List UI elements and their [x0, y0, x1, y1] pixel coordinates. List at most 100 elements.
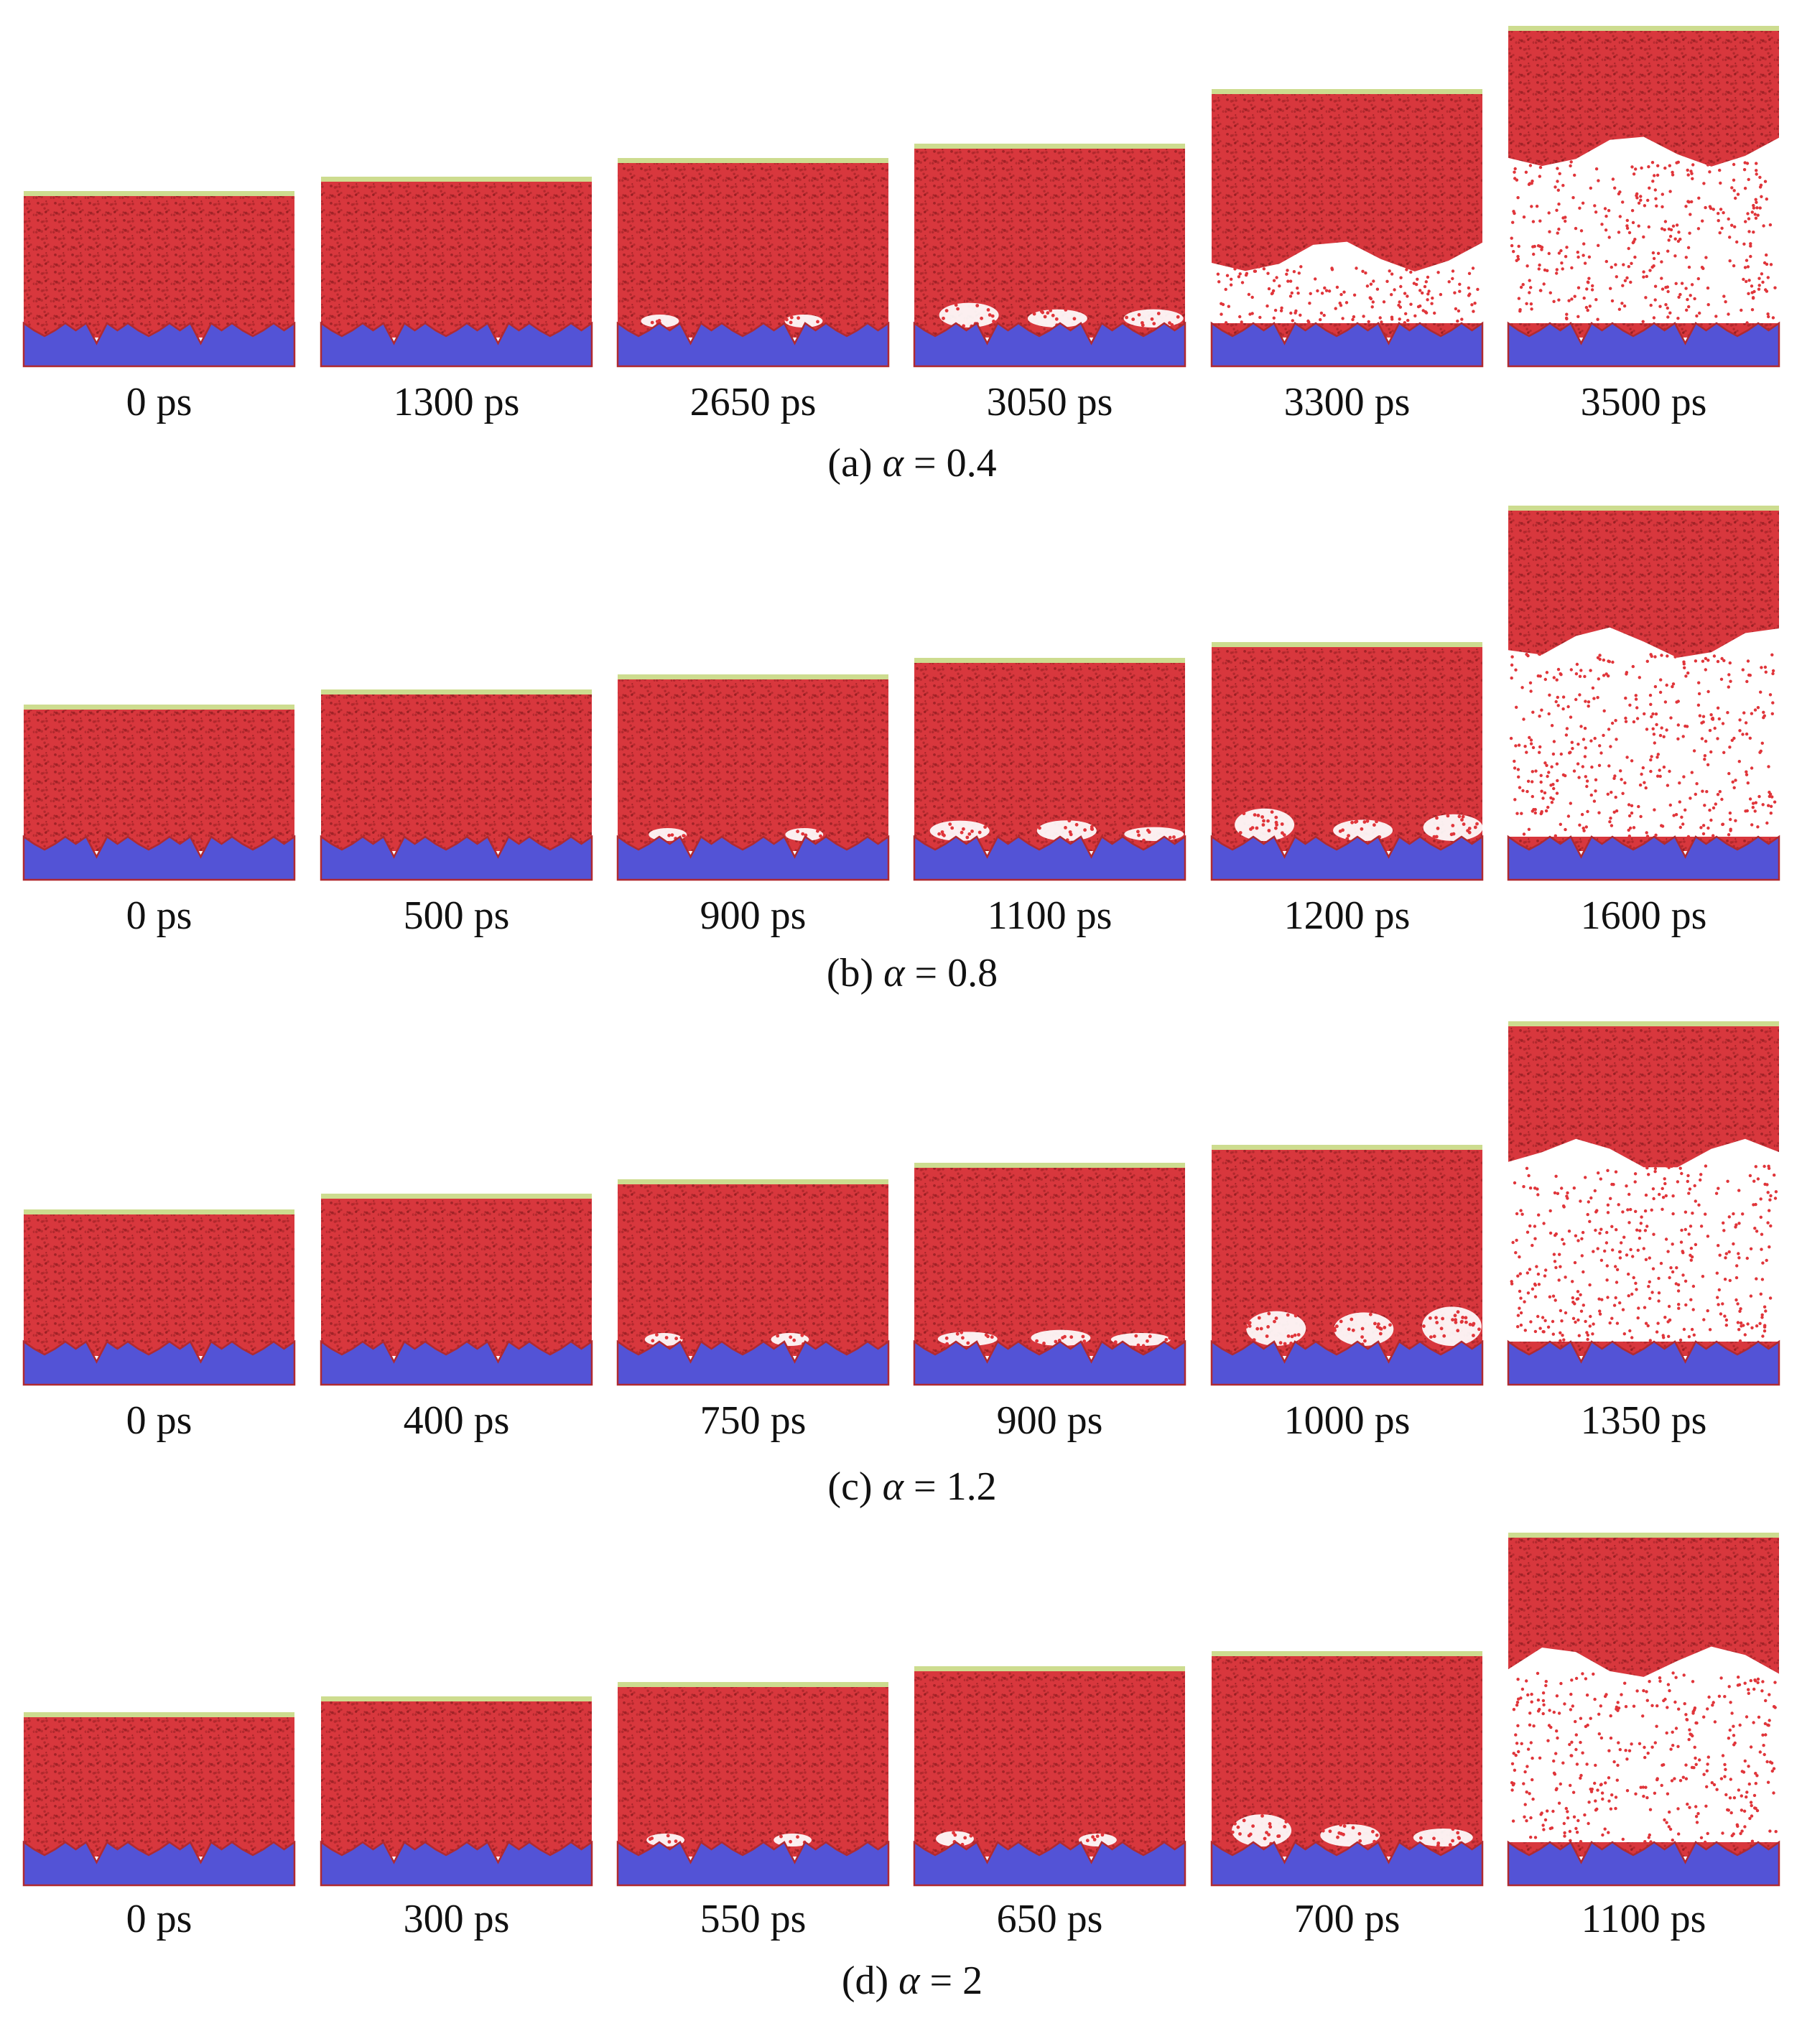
simulation-frame: [320, 689, 593, 881]
piston-plate: [618, 1682, 888, 1687]
solid-wall: [1210, 1339, 1484, 1386]
simulation-frame: [616, 1682, 890, 1887]
solid-wall: [913, 1840, 1186, 1887]
liquid-region: [24, 1214, 294, 1356]
time-label: 1200 ps: [1283, 893, 1411, 938]
vapor-region: [1508, 136, 1779, 325]
simulation-frame: [320, 1696, 593, 1887]
time-label: 400 ps: [403, 1398, 510, 1443]
solid-wall: [1507, 321, 1780, 368]
time-label: 1100 ps: [987, 893, 1113, 938]
piston-plate: [914, 1163, 1185, 1168]
caption-symbol: α: [882, 441, 904, 486]
time-label: 3500 ps: [1580, 380, 1707, 424]
simulation-frame: [1507, 506, 1780, 881]
liquid-region: [24, 1717, 294, 1857]
piston-plate: [618, 1179, 888, 1184]
caption-value: = 2: [929, 1959, 983, 2003]
caption-symbol: α: [882, 1464, 904, 1509]
piston-plate: [1508, 506, 1779, 511]
simulation-frame: [913, 144, 1186, 368]
piston-plate: [1508, 1021, 1779, 1026]
piston-plate: [1212, 1651, 1482, 1656]
piston-plate: [1508, 26, 1779, 31]
solid-wall: [913, 835, 1186, 881]
simulation-frame: [1210, 89, 1484, 368]
row-caption: (c) α = 1.2: [827, 1467, 996, 1507]
solid-wall: [320, 1840, 593, 1887]
solid-wall: [616, 1840, 890, 1887]
caption-symbol: α: [898, 1959, 920, 2003]
time-label: 1300 ps: [393, 380, 520, 424]
vapor-region: [1212, 241, 1482, 325]
vapor-region: [1230, 1814, 1473, 1848]
solid-wall: [320, 321, 593, 368]
simulation-frame: [320, 177, 593, 368]
liquid-region: [321, 181, 592, 338]
liquid-region: [321, 1701, 592, 1857]
solid-wall: [22, 321, 296, 368]
piston-plate: [321, 689, 592, 695]
time-label: 0 ps: [126, 1398, 192, 1443]
simulation-frame: [1210, 1145, 1484, 1386]
row-c: [22, 1021, 1780, 1386]
simulation-frame: [1507, 1021, 1780, 1386]
liquid-region: [321, 1198, 592, 1356]
solid-wall: [320, 835, 593, 881]
time-label: 3300 ps: [1283, 380, 1411, 424]
piston-plate: [1212, 1145, 1482, 1150]
simulation-frame: [22, 1209, 296, 1386]
piston-plate: [24, 1209, 294, 1214]
time-label: 900 ps: [996, 1398, 1103, 1443]
piston-plate: [914, 144, 1185, 149]
piston-plate: [618, 674, 888, 679]
liquid-region: [618, 1686, 888, 1857]
solid-wall: [913, 321, 1186, 368]
simulation-frame: [616, 158, 890, 368]
piston-plate: [914, 658, 1185, 663]
row-a: [22, 26, 1780, 368]
piston-plate: [24, 705, 294, 710]
vapor-region: [1508, 1138, 1779, 1343]
time-label: 1000 ps: [1283, 1398, 1411, 1443]
vapor-region: [1508, 1646, 1779, 1844]
time-label: 700 ps: [1294, 1897, 1401, 1941]
piston-plate: [1508, 1533, 1779, 1538]
row-b: [22, 506, 1780, 881]
caption-prefix: (d): [841, 1959, 889, 2003]
row-caption: (d) α = 2: [842, 1961, 983, 2001]
vapor-region: [929, 819, 1184, 843]
vapor-region: [936, 1831, 1117, 1846]
caption-prefix: (a): [827, 441, 873, 486]
vapor-region: [1508, 627, 1779, 839]
time-label: 0 ps: [126, 380, 192, 424]
solid-wall: [616, 1339, 890, 1386]
time-label: 550 ps: [700, 1897, 807, 1941]
caption-value: = 0.8: [914, 951, 998, 995]
row-caption: (a) α = 0.4: [827, 443, 996, 483]
time-label: 1350 ps: [1580, 1398, 1707, 1443]
simulation-frame: [320, 1194, 593, 1386]
vapor-region: [1235, 808, 1483, 841]
vapor-region: [937, 1329, 1172, 1348]
liquid-region: [618, 1184, 888, 1356]
time-label: 650 ps: [996, 1897, 1103, 1941]
piston-plate: [24, 191, 294, 196]
solid-wall: [1210, 835, 1484, 881]
solid-wall: [1210, 1840, 1484, 1887]
simulation-frame: [1210, 1651, 1484, 1887]
liquid-region: [618, 162, 888, 338]
time-label: 1600 ps: [1580, 893, 1707, 938]
time-label: 3050 ps: [986, 380, 1113, 424]
piston-plate: [321, 1696, 592, 1701]
piston-plate: [1212, 89, 1482, 94]
simulation-frame: [616, 674, 890, 881]
caption-prefix: (c): [827, 1464, 873, 1509]
solid-wall: [22, 1840, 296, 1887]
solid-wall: [22, 1339, 296, 1386]
simulation-frame: [22, 705, 296, 881]
simulation-frame: [913, 1666, 1186, 1887]
solid-wall: [1507, 835, 1780, 881]
time-label: 900 ps: [700, 893, 807, 938]
